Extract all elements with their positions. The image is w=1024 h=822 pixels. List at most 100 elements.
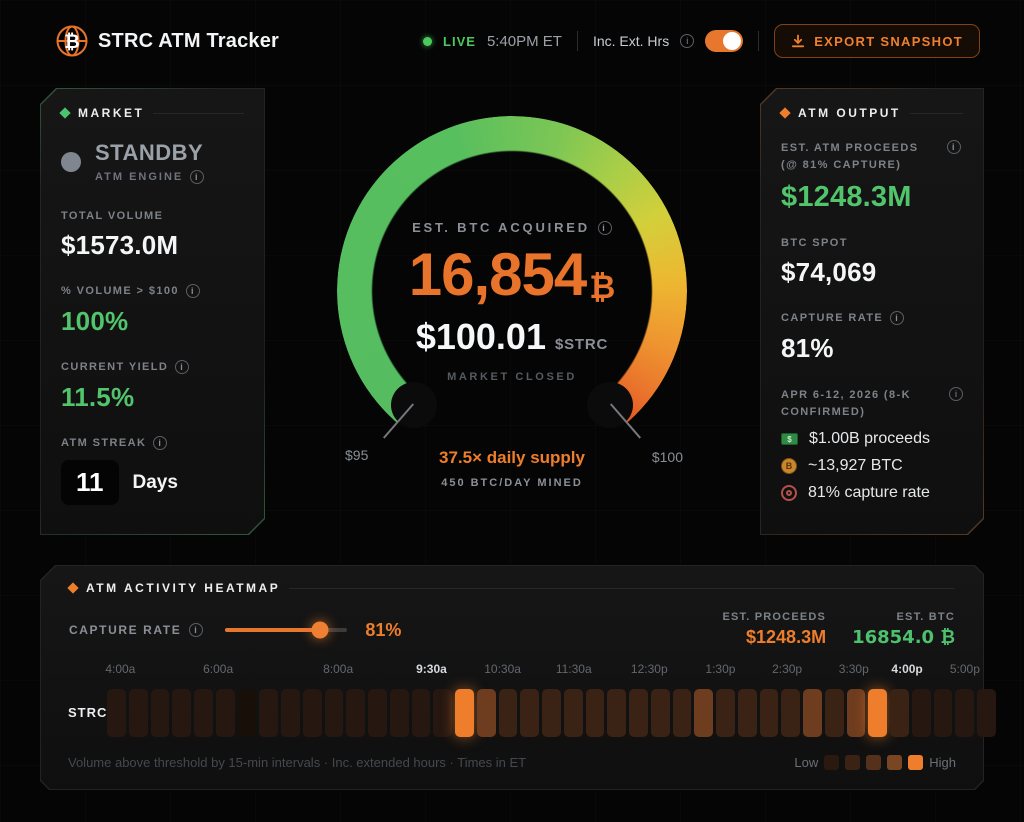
btc-spot-value: $74,069 (781, 257, 877, 287)
legend-swatch (908, 755, 924, 770)
market-status: MARKET CLOSED (447, 371, 577, 383)
strc-ticker: $STRC (554, 336, 609, 353)
time-axis-label: 2:30p (772, 662, 803, 676)
pct-volume-value: 100% (61, 306, 129, 336)
heatmap-cell (955, 689, 974, 737)
time-axis-label: 1:30p (705, 662, 736, 676)
filing-item-proceeds: $ $1.00B proceeds (781, 430, 963, 448)
heatmap-grid-area: 4:00a 6:00a 8:00a 9:30a 10:30a 11:30a 12:30p 1:… (105, 662, 996, 737)
heatmap-cell (846, 689, 866, 737)
info-icon[interactable]: i (597, 220, 612, 235)
clock-time: 5:40PM ET (486, 32, 562, 50)
info-icon[interactable]: i (890, 311, 904, 325)
divider (289, 588, 955, 589)
page-title: STRC ATM Tracker (98, 30, 280, 52)
target-icon (781, 485, 797, 501)
time-axis-label: 4:00p (891, 662, 923, 676)
download-icon (792, 34, 805, 48)
btc-symbol: ₿ (589, 267, 616, 306)
heatmap-cell (563, 689, 583, 737)
info-icon[interactable]: i (153, 436, 167, 450)
orange-diamond-icon (779, 107, 790, 118)
time-axis-label: 4:00a (105, 662, 136, 676)
svg-text:₿: ₿ (64, 31, 79, 53)
heatmap-cell (433, 689, 452, 737)
atm-output-panel: ATM OUTPUT EST. ATM PROCEEDS (@ 81% CAPT… (760, 88, 984, 535)
filing-capture-text: 81% capture rate (808, 484, 930, 501)
divider (910, 113, 963, 114)
est-proceeds-label: EST. ATM PROCEEDS (@ 81% CAPTURE) (781, 142, 919, 171)
intensity-legend: Low High (794, 755, 956, 770)
daily-supply-multiple: 37.5× daily supply (439, 448, 585, 467)
divider (576, 31, 578, 51)
est-proceeds-stat-value: $1248.3M (746, 627, 827, 647)
heatmap-cell (868, 689, 887, 737)
atm-activity-heatmap-panel: ATM ACTIVITY HEATMAP CAPTURE RATE i 81% E… (40, 565, 984, 790)
btc-acquired-value: 16,854 (408, 241, 588, 308)
slider-knob[interactable] (312, 622, 329, 639)
heatmap-cell (150, 689, 170, 737)
engine-status-sublabel: ATM ENGINE (95, 171, 184, 183)
info-icon[interactable]: i (947, 140, 961, 154)
heatmap-cell (498, 689, 518, 737)
gauge-max-label: $100 (651, 449, 683, 465)
time-axis-label: 12:30p (630, 662, 668, 676)
heatmap-capture-rate-value: 81% (365, 619, 402, 640)
heatmap-cell (759, 689, 779, 737)
live-label: LIVE (443, 33, 476, 49)
heatmap-cell (607, 689, 626, 737)
heatmap-cell (672, 689, 692, 737)
heatmap-cell (215, 689, 235, 737)
capture-rate-label: CAPTURE RATE (781, 312, 884, 324)
filing-item-capture: 81% capture rate (781, 484, 963, 502)
info-icon[interactable]: i (186, 284, 200, 298)
heatmap-row-label: STRC (68, 705, 108, 720)
standby-status-dot (61, 152, 81, 172)
heatmap-cell (629, 689, 648, 737)
heatmap-cell (346, 689, 365, 737)
total-volume-value: $1573.0M (61, 230, 179, 260)
pct-volume-label: % VOLUME > $100 (61, 285, 179, 297)
heatmap-cell (281, 689, 300, 737)
market-panel-title: MARKET (78, 106, 145, 120)
est-proceeds-stat-label: EST. PROCEEDS (722, 611, 827, 623)
heatmap-cell (520, 689, 539, 737)
info-icon[interactable]: i (175, 360, 189, 374)
filing-item-btc: B ~13,927 BTC (781, 457, 963, 475)
toggle-knob (723, 32, 742, 50)
info-icon[interactable]: i (680, 34, 695, 48)
heatmap-cell (585, 689, 605, 737)
btc-mined-per-day: 450 BTC/DAY MINED (441, 477, 583, 489)
info-icon[interactable]: i (949, 387, 963, 401)
capture-rate-slider[interactable] (225, 628, 347, 632)
streak-days-unit: Days (132, 471, 178, 493)
heatmap-cell (803, 689, 822, 737)
legend-swatch (866, 755, 882, 770)
legend-high-label: High (929, 755, 956, 770)
heatmap-cell (302, 689, 322, 737)
app-header: ₿ STRC ATM Tracker LIVE 5:40PM ET Inc. E… (0, 0, 1024, 82)
heatmap-cell (716, 689, 735, 737)
info-icon[interactable]: i (189, 623, 203, 637)
heatmap-cell (455, 689, 474, 737)
heatmap-cell (824, 689, 844, 737)
heatmap-cell (237, 689, 257, 737)
heatmap-cell (389, 689, 409, 737)
heatmap-cell (650, 689, 670, 737)
est-btc-stat-label: EST. BTC (896, 611, 955, 623)
gauge-min-label: $95 (345, 447, 369, 463)
legend-swatch (824, 755, 840, 770)
export-snapshot-button[interactable]: EXPORT SNAPSHOT (774, 24, 980, 58)
gauge-title: EST. BTC ACQUIRED (412, 220, 590, 235)
est-proceeds-value: $1248.3M (781, 181, 912, 213)
heatmap-cell (411, 689, 431, 737)
est-btc-stat-value: 16854.0 ₿ (852, 627, 955, 648)
legend-low-label: Low (794, 755, 819, 770)
time-axis-label: 5:00p (949, 662, 980, 676)
ext-hours-label: Inc. Ext. Hrs (592, 33, 670, 49)
heatmap-cell (107, 689, 126, 737)
divider (153, 113, 244, 114)
ext-hours-toggle[interactable] (705, 30, 744, 52)
heatmap-cell (933, 689, 953, 737)
info-icon[interactable]: i (190, 170, 204, 184)
